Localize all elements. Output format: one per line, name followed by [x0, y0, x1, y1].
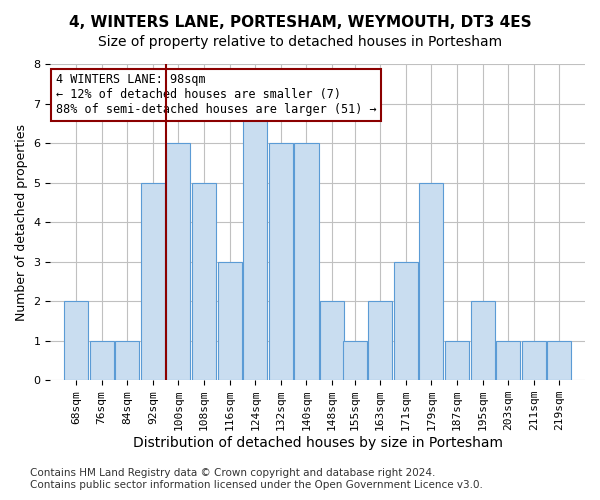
- X-axis label: Distribution of detached houses by size in Portesham: Distribution of detached houses by size …: [133, 436, 503, 450]
- Bar: [368, 301, 392, 380]
- Bar: [89, 340, 113, 380]
- Bar: [343, 340, 367, 380]
- Bar: [141, 182, 165, 380]
- Bar: [218, 262, 242, 380]
- Bar: [445, 340, 469, 380]
- Bar: [320, 301, 344, 380]
- Text: 4, WINTERS LANE, PORTESHAM, WEYMOUTH, DT3 4ES: 4, WINTERS LANE, PORTESHAM, WEYMOUTH, DT…: [68, 15, 532, 30]
- Bar: [166, 143, 190, 380]
- Text: Contains HM Land Registry data © Crown copyright and database right 2024.
Contai: Contains HM Land Registry data © Crown c…: [30, 468, 483, 490]
- Bar: [269, 143, 293, 380]
- Bar: [522, 340, 546, 380]
- Bar: [192, 182, 216, 380]
- Bar: [243, 104, 267, 380]
- Y-axis label: Number of detached properties: Number of detached properties: [15, 124, 28, 320]
- Bar: [547, 340, 571, 380]
- Text: 4 WINTERS LANE: 98sqm
← 12% of detached houses are smaller (7)
88% of semi-detac: 4 WINTERS LANE: 98sqm ← 12% of detached …: [56, 74, 376, 116]
- Bar: [419, 182, 443, 380]
- Bar: [394, 262, 418, 380]
- Bar: [115, 340, 139, 380]
- Text: Size of property relative to detached houses in Portesham: Size of property relative to detached ho…: [98, 35, 502, 49]
- Bar: [295, 143, 319, 380]
- Bar: [470, 301, 494, 380]
- Bar: [64, 301, 88, 380]
- Bar: [496, 340, 520, 380]
